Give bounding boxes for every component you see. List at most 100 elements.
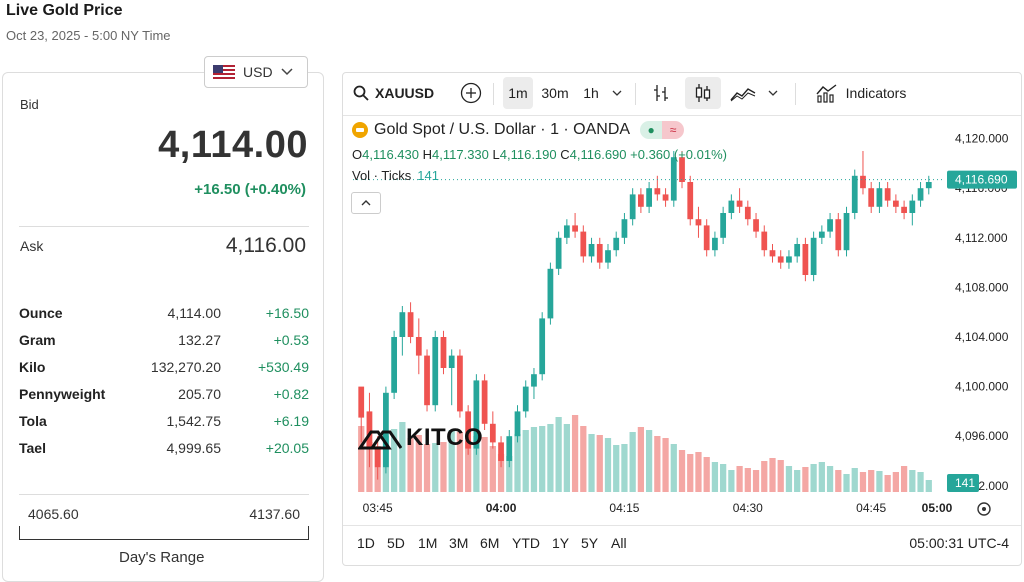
y-tick-label: 4,112.000: [955, 231, 1008, 245]
range-all[interactable]: All: [611, 535, 627, 551]
volume-bar: [736, 466, 743, 492]
volume-bar: [547, 424, 554, 492]
range-1m[interactable]: 1M: [418, 535, 438, 551]
candle-body: [744, 206, 751, 220]
bar-style-button[interactable]: [647, 77, 675, 109]
volume-bar: [391, 429, 398, 492]
range-1d[interactable]: 1D: [357, 535, 375, 551]
interval-1h[interactable]: 1h: [583, 85, 599, 101]
volume-bar: [423, 444, 431, 492]
high-value: 4,117.330: [432, 147, 489, 162]
range-selector: 1D 5D 1M 3M 6M YTD 1Y 5Y All 05:00:31 UT…: [343, 525, 1021, 565]
chart-type-dropdown[interactable]: [763, 77, 783, 109]
ohlc-readout: O4,116.430 H4,117.330 L4,116.190 C4,116.…: [352, 147, 727, 162]
candle-body: [662, 194, 669, 201]
symbol-search[interactable]: XAUUSD: [353, 77, 437, 109]
unit-row-ounce: Ounce 4,114.00 +16.50: [19, 305, 309, 325]
candle-body: [629, 194, 636, 220]
page-subtitle: Oct 23, 2025 - 5:00 NY Time: [6, 28, 171, 43]
currency-dropdown[interactable]: USD: [204, 56, 308, 88]
area-chart-icon: [730, 88, 756, 102]
range-6m[interactable]: 6M: [480, 535, 500, 551]
compare-button[interactable]: [457, 77, 485, 109]
indicators-icon: [816, 84, 837, 103]
x-tick-label: 04:30: [733, 501, 763, 515]
chart-legend-title: Gold Spot / U.S. Dollar · 1 · OANDA ● ≈: [352, 121, 685, 139]
volume-bar: [835, 470, 842, 492]
symbol-label: XAUUSD: [375, 85, 435, 101]
volume-bar: [695, 452, 702, 492]
area-style-button[interactable]: [727, 77, 759, 109]
volume-bar: [769, 458, 776, 492]
x-tick-label: 04:45: [856, 501, 886, 515]
toolbar-separator: [493, 83, 494, 105]
candle-body: [860, 175, 866, 189]
volume-bar: [744, 468, 751, 492]
candle-body: [506, 436, 513, 461]
price-chart[interactable]: 4,120.0004,116.0004,112.0004,108.0004,10…: [343, 116, 1021, 524]
candle-body: [654, 188, 661, 195]
candle-body: [868, 188, 875, 207]
volume-bar: [588, 434, 595, 492]
volume-bar: [851, 468, 858, 492]
candle-body: [374, 448, 381, 468]
interval-30m[interactable]: 30m: [541, 85, 569, 101]
candle-body: [432, 337, 439, 406]
volume-bar: [621, 444, 628, 492]
unit-name: Ounce: [19, 305, 63, 321]
unit-change: +16.50: [265, 305, 309, 321]
candle-body: [712, 237, 718, 251]
range-1y[interactable]: 1Y: [552, 535, 570, 551]
candle-body: [786, 256, 792, 263]
candle-body: [892, 200, 899, 207]
days-range-bar: [19, 526, 309, 540]
collapse-legend-button[interactable]: [351, 192, 381, 214]
candle-body: [884, 188, 891, 201]
last-price-tag: [947, 170, 1017, 189]
candle-body: [917, 188, 924, 201]
x-tick-label: 05:00: [922, 501, 953, 515]
candle-body: [588, 244, 595, 257]
volume-bar: [465, 441, 472, 492]
volume-bar: [843, 474, 850, 492]
volume-bar: [654, 436, 661, 492]
y-tick-label: 4,108.000: [955, 280, 1009, 294]
last-volume-label: 141: [955, 476, 975, 490]
unit-change: +0.53: [273, 332, 309, 348]
unit-change: +530.49: [258, 359, 309, 375]
volume-bar: [613, 445, 620, 492]
candle-body: [695, 219, 702, 226]
chart-toolbar: XAUUSD 1m 30m 1h Indicators: [343, 73, 1021, 115]
high-label: H: [422, 147, 433, 162]
candle-body: [670, 157, 677, 201]
candle-body: [457, 355, 463, 412]
unit-name: Tola: [19, 413, 47, 429]
candle-body: [646, 188, 652, 207]
range-3m[interactable]: 3M: [449, 535, 469, 551]
bid-value: 4,114.00: [158, 124, 308, 166]
unit-row-gram: Gram 132.27 +0.53: [19, 332, 309, 352]
page-title: Live Gold Price: [6, 2, 123, 19]
volume-bar: [481, 437, 488, 492]
volume-bar: [415, 435, 422, 492]
candles-style-button[interactable]: [685, 77, 721, 109]
range-5y[interactable]: 5Y: [581, 535, 599, 551]
interval-dropdown[interactable]: [607, 77, 627, 109]
plus-circle-icon: [460, 82, 482, 104]
open-value: 4,116.430: [362, 147, 419, 162]
candles-icon: [695, 84, 711, 102]
volume-bar: [925, 480, 932, 492]
unit-row-tael: Tael 4,999.65 +20.05: [19, 440, 309, 460]
indicators-button[interactable]: Indicators: [805, 77, 917, 109]
interval-1m[interactable]: 1m: [503, 77, 533, 109]
kitco-logo-icon: [358, 430, 402, 450]
settings-gear-icon: [977, 502, 991, 516]
chevron-down-icon: [768, 90, 778, 96]
volume-bar: [563, 424, 570, 492]
range-5d[interactable]: 5D: [387, 535, 405, 551]
range-ytd[interactable]: YTD: [512, 535, 540, 551]
candle-body: [555, 237, 562, 269]
volume-bar: [802, 467, 809, 492]
kitco-watermark: KITCO: [358, 424, 483, 452]
candle-body: [720, 213, 727, 238]
